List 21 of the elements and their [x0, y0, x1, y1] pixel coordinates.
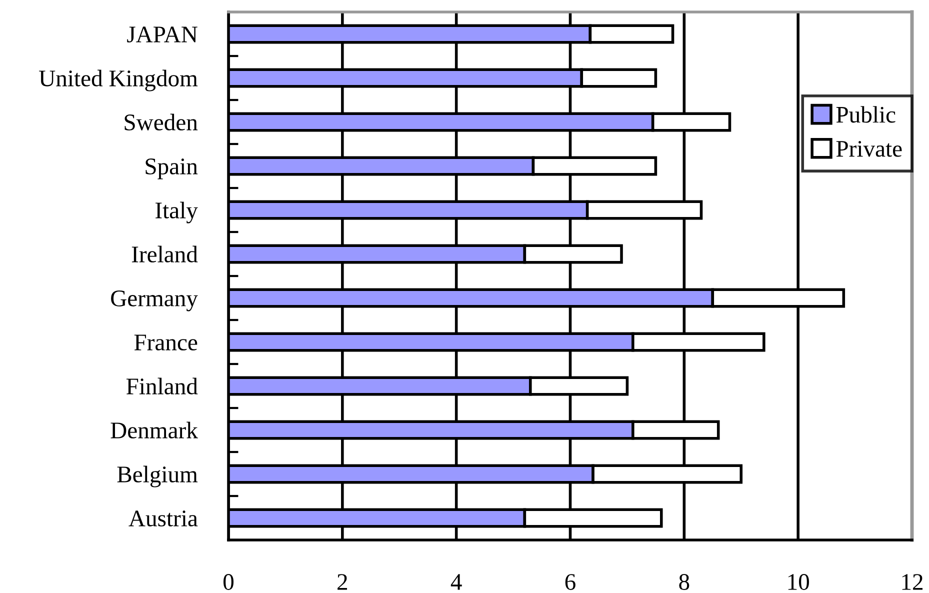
x-tick-label: 6 [565, 574, 576, 590]
y-tick-label: Belgium [117, 466, 198, 488]
y-tick-label: France [134, 334, 198, 350]
x-tick-label: 0 [223, 574, 234, 590]
y-tick-label: Finland [126, 378, 198, 394]
y-tick-label: JAPAN [127, 26, 198, 42]
y-tick-label: Denmark [110, 422, 198, 438]
y-tick-label: Italy [156, 202, 198, 224]
y-tick-label: United Kingdom [39, 70, 198, 92]
x-tick-label: 4 [450, 574, 462, 590]
y-tick-label: Sweden [124, 114, 198, 130]
legend-label: Public [836, 106, 896, 123]
x-tick-label: 8 [679, 574, 690, 590]
x-tick-label: 2 [338, 574, 348, 590]
y-tick-label: Germany [111, 290, 198, 312]
y-tick-label: Austria [128, 510, 198, 526]
y-tick-label: Spain [146, 158, 198, 180]
legend-label: Private [836, 140, 902, 157]
y-tick-label: Ireland [132, 246, 198, 262]
x-tick-label: 10 [788, 574, 809, 590]
x-tick-label: 12 [902, 574, 923, 590]
